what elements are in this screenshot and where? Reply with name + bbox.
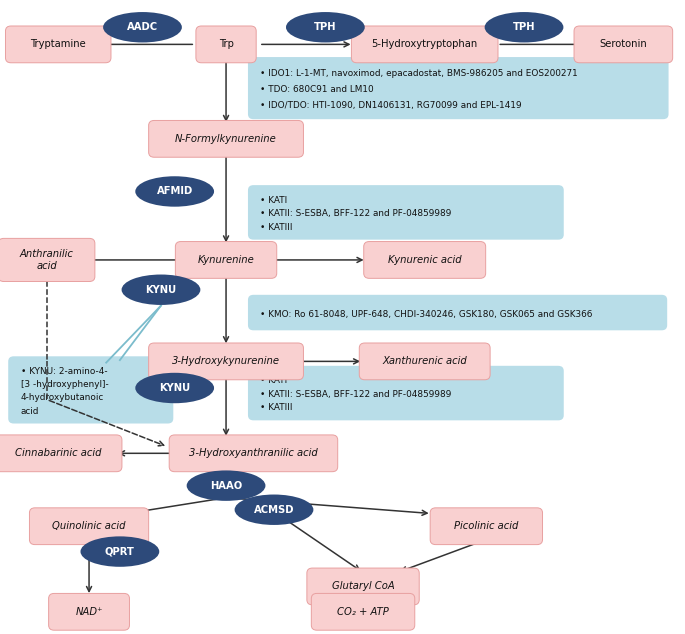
Ellipse shape [121, 275, 200, 305]
FancyBboxPatch shape [248, 185, 564, 240]
Text: 3-Hydroxykynurenine: 3-Hydroxykynurenine [172, 356, 280, 366]
Text: • KATI: • KATI [260, 196, 288, 205]
Ellipse shape [286, 12, 364, 42]
Text: AADC: AADC [127, 22, 158, 32]
FancyBboxPatch shape [169, 435, 338, 472]
Text: 3-Hydroxyanthranilic acid: 3-Hydroxyanthranilic acid [189, 448, 318, 458]
Text: Kynurenic acid: Kynurenic acid [388, 255, 462, 265]
Text: Kynurenine: Kynurenine [198, 255, 254, 265]
FancyBboxPatch shape [248, 366, 564, 420]
Text: CO₂ + ATP: CO₂ + ATP [337, 607, 389, 617]
Text: • KATI: • KATI [260, 377, 288, 385]
Text: 5-Hydroxytryptophan: 5-Hydroxytryptophan [371, 39, 478, 49]
FancyBboxPatch shape [149, 120, 303, 157]
Text: Serotonin: Serotonin [599, 39, 647, 49]
Ellipse shape [234, 495, 313, 525]
Ellipse shape [136, 176, 214, 207]
Text: [3 -hydroxyphenyl]-: [3 -hydroxyphenyl]- [21, 380, 108, 389]
Ellipse shape [484, 12, 563, 42]
FancyBboxPatch shape [351, 26, 498, 63]
FancyBboxPatch shape [0, 238, 95, 281]
Text: HAAO: HAAO [210, 481, 242, 491]
Text: acid: acid [21, 406, 39, 416]
Text: AFMID: AFMID [157, 186, 192, 197]
FancyBboxPatch shape [574, 26, 673, 63]
Text: N-Formylkynurenine: N-Formylkynurenine [175, 134, 277, 144]
Text: • KYNU: 2-amino-4-: • KYNU: 2-amino-4- [21, 367, 107, 376]
Text: • KATII: S-ESBA, BFF-122 and PF-04859989: • KATII: S-ESBA, BFF-122 and PF-04859989 [260, 209, 451, 218]
FancyBboxPatch shape [248, 57, 669, 119]
FancyBboxPatch shape [311, 593, 415, 630]
Text: Xanthurenic acid: Xanthurenic acid [382, 356, 467, 366]
Ellipse shape [186, 470, 265, 501]
Text: • KATIII: • KATIII [260, 403, 292, 412]
Text: • KATII: S-ESBA, BFF-122 and PF-04859989: • KATII: S-ESBA, BFF-122 and PF-04859989 [260, 390, 451, 399]
FancyBboxPatch shape [8, 356, 173, 424]
FancyBboxPatch shape [364, 242, 486, 278]
Ellipse shape [80, 536, 159, 567]
FancyBboxPatch shape [29, 508, 149, 545]
Text: • IDO1: L-1-MT, navoximod, epacadostat, BMS-986205 and EOS200271: • IDO1: L-1-MT, navoximod, epacadostat, … [260, 70, 578, 79]
Text: Cinnabarinic acid: Cinnabarinic acid [15, 448, 101, 458]
FancyBboxPatch shape [307, 568, 419, 605]
Text: • KMO: Ro 61-8048, UPF-648, CHDI-340246, GSK180, GSK065 and GSK366: • KMO: Ro 61-8048, UPF-648, CHDI-340246,… [260, 310, 593, 319]
FancyBboxPatch shape [175, 242, 277, 278]
Text: Tryptamine: Tryptamine [30, 39, 86, 49]
FancyBboxPatch shape [248, 295, 667, 330]
FancyBboxPatch shape [5, 26, 111, 63]
Text: Anthranilic
acid: Anthranilic acid [20, 249, 73, 271]
Text: QPRT: QPRT [105, 547, 135, 557]
Text: Quinolinic acid: Quinolinic acid [52, 521, 126, 531]
Text: KYNU: KYNU [159, 383, 190, 393]
Ellipse shape [103, 12, 182, 42]
Text: Glutaryl CoA: Glutaryl CoA [332, 581, 395, 592]
Text: ACMSD: ACMSD [253, 505, 295, 515]
Text: 4-hydroxybutanoic: 4-hydroxybutanoic [21, 393, 104, 403]
Text: Trp: Trp [219, 39, 234, 49]
FancyBboxPatch shape [430, 508, 543, 545]
FancyBboxPatch shape [359, 343, 490, 380]
Ellipse shape [136, 373, 214, 403]
Text: NAD⁺: NAD⁺ [75, 607, 103, 617]
Text: TPH: TPH [513, 22, 535, 32]
FancyBboxPatch shape [0, 435, 122, 472]
FancyBboxPatch shape [49, 593, 129, 630]
Text: TPH: TPH [314, 22, 336, 32]
FancyBboxPatch shape [196, 26, 256, 63]
FancyBboxPatch shape [149, 343, 303, 380]
Text: KYNU: KYNU [145, 285, 177, 295]
Text: • TDO: 680C91 and LM10: • TDO: 680C91 and LM10 [260, 85, 374, 94]
Text: • KATIII: • KATIII [260, 223, 292, 231]
Text: • IDO/TDO: HTI-1090, DN1406131, RG70099 and EPL-1419: • IDO/TDO: HTI-1090, DN1406131, RG70099 … [260, 101, 522, 110]
Text: Picolinic acid: Picolinic acid [454, 521, 519, 531]
